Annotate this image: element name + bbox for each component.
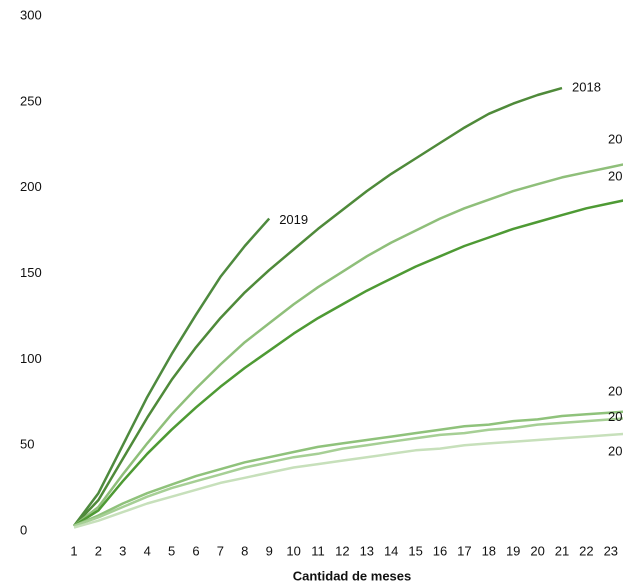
- x-tick-label: 18: [482, 543, 496, 558]
- series-label: 20: [608, 383, 622, 398]
- x-tick-label: 3: [119, 543, 126, 558]
- x-tick-label: 17: [457, 543, 471, 558]
- series-label: 20: [608, 168, 622, 183]
- x-tick-label: 20: [530, 543, 544, 558]
- x-tick-label: 7: [217, 543, 224, 558]
- x-axis-title: Cantidad de meses: [293, 568, 412, 583]
- y-tick-label: 200: [20, 179, 42, 194]
- x-tick-label: 10: [286, 543, 300, 558]
- x-tick-label: 15: [408, 543, 422, 558]
- series-line: [73, 86, 563, 527]
- y-tick-label: 50: [20, 437, 34, 452]
- series-line: [73, 163, 623, 527]
- x-tick-label: 2: [95, 543, 102, 558]
- x-tick-label: 4: [144, 543, 151, 558]
- x-tick-label: 9: [266, 543, 273, 558]
- x-tick-label: 22: [579, 543, 593, 558]
- x-tick-label: 12: [335, 543, 349, 558]
- y-tick-label: 300: [20, 7, 42, 22]
- x-tick-label: 5: [168, 543, 175, 558]
- x-tick-label: 13: [360, 543, 374, 558]
- y-tick-label: 100: [20, 351, 42, 366]
- series-line: [73, 199, 623, 527]
- x-tick-label: 19: [506, 543, 520, 558]
- x-tick-label: 21: [555, 543, 569, 558]
- y-tick-label: 250: [20, 93, 42, 108]
- x-tick-label: 23: [604, 543, 618, 558]
- y-tick-label: 0: [20, 522, 27, 537]
- series-line: [73, 417, 623, 528]
- x-tick-label: 8: [241, 543, 248, 558]
- series-line: [72, 217, 271, 527]
- x-tick-label: 16: [433, 543, 447, 558]
- series-label: 20: [608, 409, 622, 424]
- y-tick-label: 150: [20, 265, 42, 280]
- series-label: 20: [608, 444, 622, 459]
- series-label: 20: [608, 131, 622, 146]
- series-line: [73, 432, 623, 529]
- x-tick-label: 6: [192, 543, 199, 558]
- series-label: 2018: [572, 80, 601, 95]
- x-tick-label: 14: [384, 543, 398, 558]
- x-tick-label: 1: [70, 543, 77, 558]
- series-line: [73, 410, 623, 528]
- x-tick-label: 11: [311, 543, 325, 558]
- series-label: 2019: [279, 212, 308, 227]
